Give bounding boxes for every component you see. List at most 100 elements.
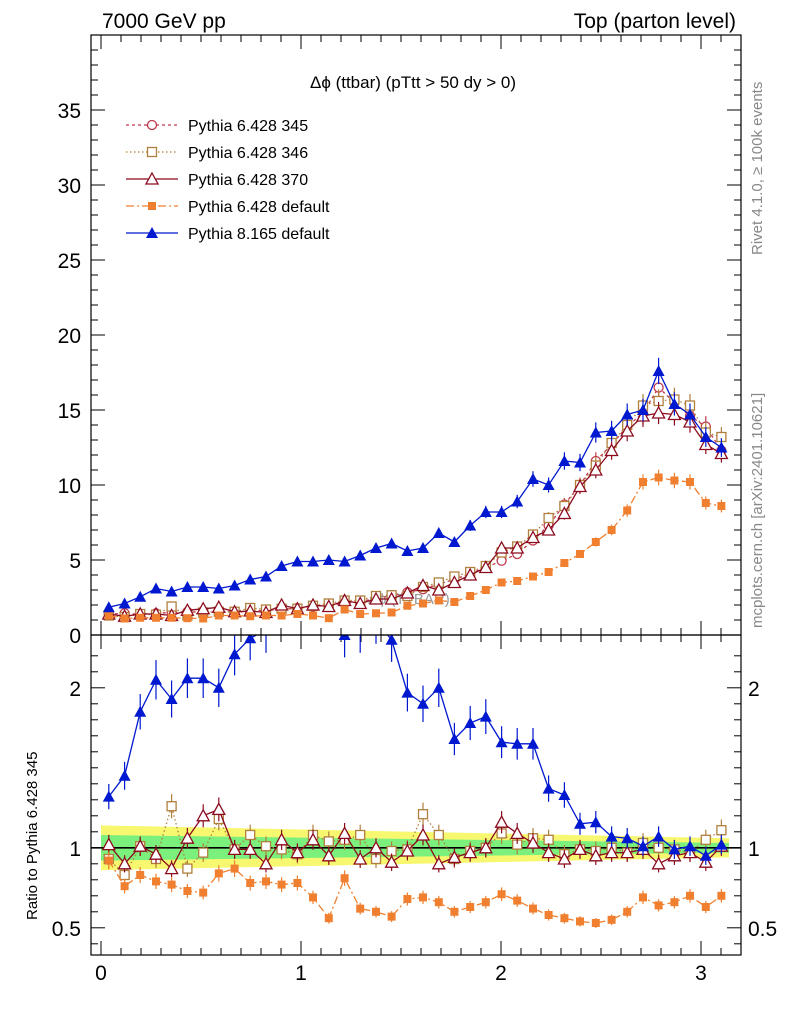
main-series-3: [104, 469, 726, 623]
main-point: [199, 614, 208, 623]
main-point: [623, 506, 632, 515]
main-point: [277, 611, 286, 620]
main-point: [637, 404, 649, 415]
main-point: [353, 596, 368, 610]
header-left: 7000 GeV pp: [102, 10, 226, 33]
ratio-point: [277, 880, 286, 889]
main-point: [400, 585, 415, 599]
ratio-point: [323, 836, 334, 847]
ratio-point: [576, 917, 584, 926]
ratio-point: [686, 891, 694, 900]
ratio-point: [182, 863, 193, 874]
main-point: [183, 614, 192, 623]
ratio-point: [400, 843, 415, 857]
ratio-series-3: [102, 635, 728, 865]
ratio-line-2: [108, 860, 722, 924]
main-point: [322, 554, 335, 565]
header-right: Top (parton level): [574, 10, 736, 33]
ratio-series-2: [104, 851, 726, 929]
ratio-point: [478, 840, 493, 854]
main-point: [463, 567, 478, 581]
main-point: [354, 549, 367, 561]
main-point: [544, 568, 553, 576]
ratio-point: [651, 856, 666, 870]
ratio-y-axis-label: Ratio to Pythia 6.428 345: [24, 752, 41, 920]
main-point: [576, 550, 584, 558]
main-line-4: [108, 369, 722, 608]
main-point: [557, 506, 572, 520]
chart-title: Δϕ (ttbar) (pTtt > 50 dy > 0): [310, 73, 516, 92]
y-tick-label: 30: [58, 175, 81, 198]
x-tick-label: 3: [695, 962, 707, 985]
main-point: [368, 591, 384, 605]
ratio-point: [574, 817, 586, 829]
y-tick-label: 5: [69, 550, 81, 573]
main-point: [684, 408, 696, 420]
main-point: [403, 601, 412, 610]
ratio-point: [164, 861, 179, 875]
main-point: [431, 582, 446, 596]
main-point: [228, 579, 241, 591]
main-point: [274, 597, 289, 611]
ratio-point: [260, 635, 272, 636]
main-point: [529, 572, 537, 581]
rivet-label: Rivet 4.1.0, ≥ 100k events: [749, 82, 766, 255]
ratio-point: [260, 841, 272, 852]
ratio-point: [104, 856, 113, 865]
main-point: [541, 522, 556, 536]
ratio-point: [227, 842, 242, 856]
main-point: [639, 478, 647, 486]
ratio-point: [525, 835, 541, 849]
main-point: [513, 577, 522, 585]
main-point: [558, 455, 571, 466]
ratio-point: [557, 851, 572, 865]
ratio-point: [432, 681, 445, 693]
ratio-point: [246, 879, 255, 887]
main-point: [197, 581, 210, 592]
ratio-point: [338, 635, 351, 640]
main-point: [652, 365, 665, 376]
ratio-point: [340, 874, 349, 883]
legend-label-3: Pythia 6.428 default: [188, 199, 330, 216]
main-point: [589, 426, 602, 438]
main-axis-ticks: 0 5 10 15 20 25 30 35: [58, 35, 741, 648]
ratio-point: [431, 856, 446, 870]
main-point: [307, 555, 319, 567]
main-point: [372, 609, 380, 618]
ratio-point: [419, 893, 427, 902]
ratio-point: [684, 840, 696, 852]
main-point: [387, 608, 396, 617]
main-point: [419, 599, 427, 608]
ratio-point: [544, 911, 553, 919]
ratio-point: [309, 893, 317, 902]
main-point: [588, 462, 603, 476]
main-series-0: [103, 375, 727, 620]
ratio-point: [166, 801, 177, 812]
main-point: [340, 605, 349, 614]
main-point: [654, 473, 663, 482]
main-point: [324, 614, 333, 623]
main-point: [572, 479, 588, 493]
main-point: [291, 555, 304, 567]
ratio-point: [244, 635, 257, 644]
main-point: [495, 506, 508, 517]
ratio-y-tick-label-right: 2: [748, 678, 760, 701]
legend-marker-3: [148, 202, 156, 210]
ratio-point: [198, 847, 209, 858]
main-point: [604, 443, 619, 457]
main-point: [370, 542, 382, 553]
ratio-point: [230, 864, 239, 873]
main-point: [466, 592, 475, 600]
x-tick-label: 0: [95, 962, 107, 985]
ratio-point: [403, 895, 412, 903]
main-point: [104, 611, 113, 620]
main-point: [309, 611, 317, 620]
main-point: [305, 597, 321, 611]
y-tick-label: 10: [58, 475, 81, 498]
ratio-line-3: [108, 635, 722, 857]
ratio-point: [415, 827, 431, 841]
ratio-point: [387, 912, 396, 921]
legend-marker-1: [146, 146, 158, 158]
main-line-3: [108, 476, 722, 620]
